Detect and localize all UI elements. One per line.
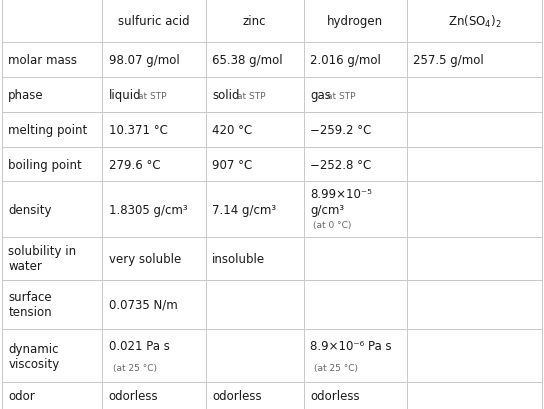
Text: odorless: odorless xyxy=(109,389,158,402)
Text: 279.6 °C: 279.6 °C xyxy=(109,158,160,171)
Text: surface
tension: surface tension xyxy=(8,291,52,319)
Text: density: density xyxy=(8,203,52,216)
Text: g/cm³: g/cm³ xyxy=(310,203,344,216)
Text: at STP: at STP xyxy=(138,92,166,101)
Text: sulfuric acid: sulfuric acid xyxy=(118,15,190,28)
Text: at STP: at STP xyxy=(237,92,265,101)
Text: odorless: odorless xyxy=(212,389,262,402)
Text: odorless: odorless xyxy=(310,389,360,402)
Text: (at 0 °C): (at 0 °C) xyxy=(313,220,351,229)
Text: liquid: liquid xyxy=(109,89,141,101)
Text: 10.371 °C: 10.371 °C xyxy=(109,124,168,136)
Text: 907 °C: 907 °C xyxy=(212,158,252,171)
Text: melting point: melting point xyxy=(8,124,88,136)
Text: molar mass: molar mass xyxy=(8,54,77,67)
Text: −259.2 °C: −259.2 °C xyxy=(310,124,372,136)
Text: (at 25 °C): (at 25 °C) xyxy=(314,363,358,372)
Text: phase: phase xyxy=(8,89,44,101)
Text: 0.0735 N/m: 0.0735 N/m xyxy=(109,298,177,311)
Text: insoluble: insoluble xyxy=(212,252,265,265)
Text: 65.38 g/mol: 65.38 g/mol xyxy=(212,54,283,67)
Text: odor: odor xyxy=(8,389,35,402)
Text: solubility in
water: solubility in water xyxy=(8,245,76,273)
Text: very soluble: very soluble xyxy=(109,252,181,265)
Text: 420 °C: 420 °C xyxy=(212,124,252,136)
Text: hydrogen: hydrogen xyxy=(327,15,384,28)
Text: 8.9×10⁻⁶ Pa s: 8.9×10⁻⁶ Pa s xyxy=(310,339,392,352)
Text: zinc: zinc xyxy=(243,15,267,28)
Text: (at 25 °C): (at 25 °C) xyxy=(113,363,157,372)
Text: 1.8305 g/cm³: 1.8305 g/cm³ xyxy=(109,203,188,216)
Text: at STP: at STP xyxy=(326,92,355,101)
Text: 257.5 g/mol: 257.5 g/mol xyxy=(413,54,484,67)
Text: 7.14 g/cm³: 7.14 g/cm³ xyxy=(212,203,276,216)
Text: dynamic
viscosity: dynamic viscosity xyxy=(8,342,59,370)
Text: boiling point: boiling point xyxy=(8,158,82,171)
Text: 98.07 g/mol: 98.07 g/mol xyxy=(109,54,180,67)
Text: Zn(SO$_4$)$_2$: Zn(SO$_4$)$_2$ xyxy=(448,13,502,29)
Text: −252.8 °C: −252.8 °C xyxy=(310,158,372,171)
Text: 2.016 g/mol: 2.016 g/mol xyxy=(310,54,381,67)
Text: 0.021 Pa s: 0.021 Pa s xyxy=(109,339,170,352)
Text: 8.99×10⁻⁵: 8.99×10⁻⁵ xyxy=(310,188,372,201)
Text: gas: gas xyxy=(310,89,331,101)
Text: solid: solid xyxy=(212,89,240,101)
